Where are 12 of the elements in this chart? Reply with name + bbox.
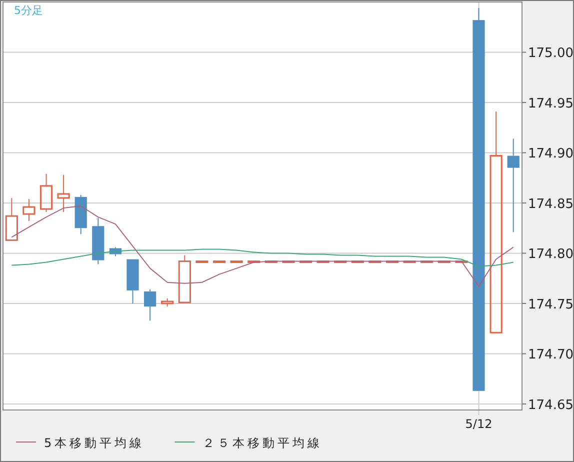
y-tick-label: 174.65: [528, 398, 574, 413]
y-tick-label: 175.00: [528, 46, 574, 62]
x-tick-label: 5/12: [465, 417, 492, 431]
chart-title: 5分足: [14, 4, 43, 17]
y-tick-label: 174.75: [528, 297, 574, 312]
legend-label: ２５本移動平均線: [202, 436, 323, 450]
legend-label: 5本移動平均線: [44, 436, 145, 450]
y-tick-label: 174.95: [528, 96, 574, 112]
y-tick-label: 174.80: [528, 247, 574, 262]
y-tick-label: 174.85: [528, 196, 574, 212]
y-tick-label: 174.70: [528, 348, 574, 363]
y-tick-label: 174.90: [528, 146, 574, 162]
